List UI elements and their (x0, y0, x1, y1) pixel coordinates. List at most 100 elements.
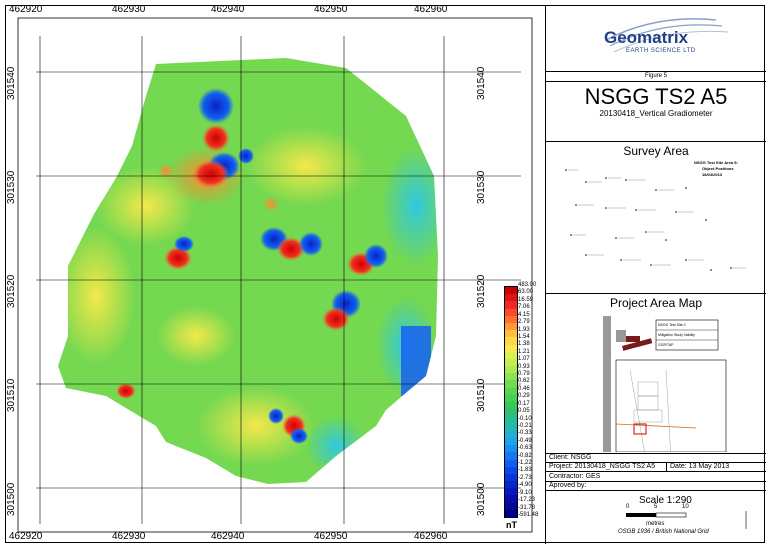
legend-value-label: 0.29 (518, 393, 530, 400)
client-text: Client: NSGG (549, 454, 592, 461)
legend-value-label: 483.00 (518, 282, 537, 288)
logo-name: Geomatrix (604, 28, 689, 47)
map-panel: 462920 462930 462940 462950 462960 46292… (6, 4, 544, 544)
y-tick-right-1: 301540 (476, 66, 487, 100)
legend-value-label: -9.10 (518, 489, 532, 496)
y-tick-left-1: 301540 (6, 66, 17, 100)
legend-color-bar (504, 286, 518, 518)
project-area-map (603, 316, 727, 452)
legend-unit: nT (506, 520, 517, 530)
legend-color-step (505, 330, 517, 338)
inset-sub: Object Positions (702, 166, 734, 171)
client-row: Client: NSGG (545, 454, 766, 463)
inset-date: 18/04/2013 (702, 172, 723, 177)
legend-color-step (505, 315, 517, 324)
x-tick-top-4: 462950 (314, 4, 348, 15)
map-title: NSGG TS2 A5 (584, 84, 728, 109)
legend-value-label: -1.22 (518, 460, 532, 467)
x-tick-top-1: 462920 (9, 4, 43, 15)
logo-tagline: EARTH SCIENCE LTD (626, 48, 696, 54)
legend-color-step (505, 423, 517, 432)
contractor-row: Contractor: GES (545, 472, 766, 482)
legend-value-label: 1.93 (518, 326, 530, 333)
legend-color-step (505, 344, 517, 353)
x-tick-bottom-5: 462960 (414, 531, 448, 542)
project-row: Project: 20130418_NSGG TS2 A5 Date: 13 M… (545, 463, 766, 472)
legend-value-label: 1.07 (518, 356, 530, 363)
project-text: Project: 20130418_NSGG TS2 A5 (549, 463, 656, 470)
legend-value-label: 4.15 (518, 311, 530, 318)
legend-value-label: 63.00 (518, 289, 534, 296)
y-tick-left-3: 301520 (6, 274, 17, 308)
legend-value-label: 0.62 (518, 378, 530, 385)
logo-panel: Geomatrix EARTH SCIENCE LTD (545, 6, 766, 72)
scale-tick-0: 0 (626, 504, 630, 510)
legend-color-step (505, 394, 517, 403)
legend-color-step (505, 373, 517, 381)
legend-value-label: -0.82 (518, 452, 532, 459)
legend-value-label: -1.83 (518, 467, 532, 474)
legend-value-label: -17.23 (518, 497, 536, 504)
legend-color-step (505, 430, 517, 439)
legend-color-step (505, 416, 517, 425)
legend-value-label: -31.78 (518, 504, 536, 511)
scale-tick-10: 10 (682, 504, 689, 510)
legend-color-step (505, 337, 517, 345)
scale-bar (626, 511, 749, 529)
figure-label: Figure 5 (546, 72, 766, 82)
legend-color-step (505, 301, 517, 310)
legend-color-step (505, 502, 517, 511)
legend-color-step (505, 481, 517, 489)
legend-color-step (505, 437, 517, 446)
inset-title: NSGG Test Site Area 5: (694, 160, 738, 165)
x-tick-bottom-4: 462950 (314, 531, 348, 542)
map-neatline (17, 17, 533, 533)
x-tick-bottom-3: 462940 (211, 531, 245, 542)
legend-color-step (505, 322, 517, 331)
legend-color-step (505, 358, 517, 367)
survey-data-layer (58, 58, 438, 484)
project-label-2: Mitigation Study Validity (658, 333, 695, 337)
legend-color-step (505, 387, 517, 396)
color-legend: 483.00 63.00 16.59 7.06 4.15 2.79 1.93 1.54 1.38… (498, 282, 544, 534)
project-label-1: NSGG Test Site 2 (658, 323, 686, 327)
scale-unit: metres (646, 521, 665, 527)
legend-color-step (505, 488, 517, 496)
legend-value-label: 1.21 (518, 348, 530, 355)
x-tick-top-5: 462960 (414, 4, 448, 15)
legend-value-label: 1.54 (518, 333, 530, 340)
legend-value-label: -0.49 (518, 437, 532, 444)
legend-value-label: 7.06 (518, 304, 530, 311)
legend-value-label: 2.79 (518, 319, 530, 326)
object-positions-inset (565, 169, 746, 271)
scale-tick-5: 5 (654, 504, 658, 510)
survey-area-panel: Survey Area NSGG Test Site Area 5: Objec… (545, 142, 766, 294)
y-tick-right-4: 301510 (476, 378, 487, 412)
x-tick-top-3: 462940 (211, 4, 245, 15)
y-tick-left-4: 301510 (6, 378, 17, 412)
project-label-3: GGR/TAP (658, 343, 674, 347)
y-tick-right-2: 301530 (476, 170, 487, 204)
legend-value-label: 0.79 (518, 371, 530, 378)
survey-area-heading: Survey Area (623, 144, 689, 158)
date-text: Date: 13 May 2013 (670, 463, 730, 470)
legend-color-step (505, 380, 517, 389)
geomatrix-logo (605, 18, 729, 53)
legend-color-step (505, 466, 517, 475)
legend-color-step (505, 473, 517, 482)
grid-system: OSGB 1936 / British National Grid (618, 529, 709, 535)
magnetic-map (17, 17, 533, 533)
legend-color-step (505, 287, 517, 295)
legend-color-step (505, 351, 517, 360)
legend-value-label: -0.21 (518, 422, 532, 429)
legend-value-label: -0.33 (518, 430, 532, 437)
legend-value-label: 1.38 (518, 341, 530, 348)
project-area-panel: Project Area Map NSGG Test Site 2 Mitiga… (545, 294, 766, 454)
legend-color-step (505, 366, 517, 374)
legend-value-label: 0.93 (518, 363, 530, 370)
legend-value-label: 0.05 (518, 408, 530, 415)
legend-value-label: -4.90 (518, 482, 532, 489)
legend-value-label: -0.63 (518, 445, 532, 452)
y-tick-right-5: 301500 (476, 482, 487, 516)
legend-color-step (505, 294, 517, 302)
